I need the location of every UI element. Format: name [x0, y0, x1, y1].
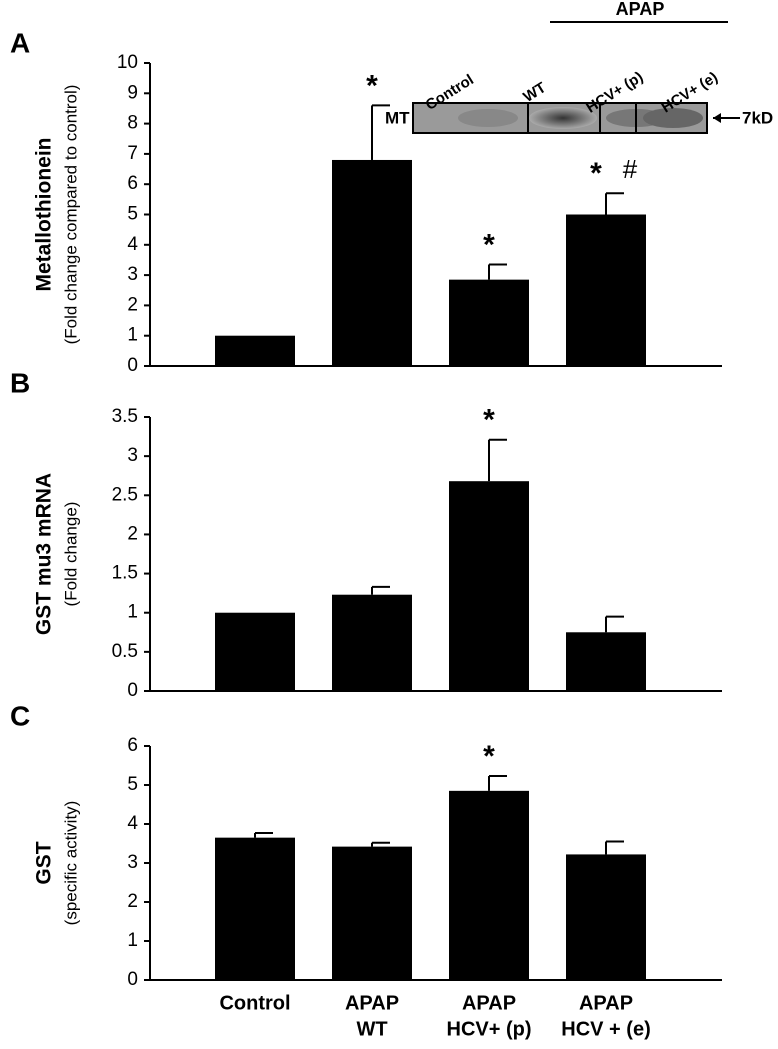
bar: [332, 846, 412, 980]
y-tick-label: 2.5: [112, 484, 138, 505]
y-tick-label: 3.5: [112, 406, 138, 427]
x-tick-label: WT: [356, 1018, 387, 1040]
y-tick-label: 6: [127, 173, 138, 194]
bar: [566, 632, 646, 691]
significance-mark: *: [590, 157, 602, 190]
y-axis-title: Metallothionein: [33, 138, 56, 292]
bar: [215, 612, 295, 691]
y-tick-label: 1: [127, 602, 138, 623]
panel-label: C: [10, 700, 30, 731]
y-tick-label: 5: [127, 204, 138, 225]
x-tick-label: APAP: [462, 992, 516, 1014]
blot-band: [529, 107, 597, 129]
y-tick-label: 4: [127, 234, 138, 255]
panel-label: A: [10, 27, 30, 58]
y-tick-label: 0: [127, 969, 138, 990]
blot-band: [643, 108, 703, 128]
bar: [449, 790, 529, 980]
significance-mark: *: [483, 228, 495, 261]
y-tick-label: 1: [127, 930, 138, 951]
significance-mark: #: [623, 154, 638, 184]
x-tick-label: HCV+ (p): [447, 1018, 532, 1040]
y-tick-label: 2: [127, 891, 138, 912]
x-tick-label: HCV + (e): [561, 1018, 650, 1040]
y-tick-label: 1: [127, 325, 138, 346]
y-tick-label: 3: [127, 445, 138, 466]
band-label: MT: [385, 108, 410, 127]
arrow-head: [713, 113, 721, 123]
y-tick-label: 3: [127, 264, 138, 285]
y-tick-label: 0: [127, 355, 138, 376]
significance-mark: *: [483, 740, 495, 773]
y-tick-label: 1.5: [112, 563, 138, 584]
y-tick-label: 2: [127, 523, 138, 544]
lane-label: WT: [520, 79, 549, 106]
y-axis-subtitle: (Fold change compared to control): [61, 85, 80, 345]
y-axis-title: GST mu3 mRNA: [33, 473, 56, 635]
bar: [332, 594, 412, 691]
y-tick-label: 8: [127, 113, 138, 134]
x-tick-label: Control: [219, 992, 290, 1014]
bar: [215, 837, 295, 980]
bar: [449, 481, 529, 691]
y-tick-label: 3: [127, 852, 138, 873]
y-tick-label: 2: [127, 294, 138, 315]
y-tick-label: 7: [127, 143, 138, 164]
y-tick-label: 5: [127, 774, 138, 795]
y-tick-label: 6: [127, 735, 138, 756]
significance-mark: *: [366, 69, 378, 102]
y-tick-label: 0.5: [112, 641, 138, 662]
y-axis-title: GST: [33, 841, 56, 884]
panel-label: B: [10, 367, 30, 398]
y-axis-subtitle: (specific activity): [61, 801, 80, 926]
bar: [566, 854, 646, 980]
x-tick-label: APAP: [579, 992, 633, 1014]
x-tick-label: APAP: [345, 992, 399, 1014]
bar: [449, 279, 529, 366]
inset-group: APAP: [616, 0, 665, 19]
y-tick-label: 10: [117, 52, 138, 73]
bar: [332, 159, 412, 366]
bar: [566, 214, 646, 366]
y-tick-label: 0: [127, 680, 138, 701]
blot-band: [458, 109, 518, 127]
y-tick-label: 4: [127, 813, 138, 834]
size-label: 7kD: [742, 108, 773, 127]
y-tick-label: 9: [127, 82, 138, 103]
bar: [215, 335, 295, 366]
significance-mark: *: [483, 404, 495, 437]
y-axis-subtitle: (Fold change): [61, 502, 80, 607]
